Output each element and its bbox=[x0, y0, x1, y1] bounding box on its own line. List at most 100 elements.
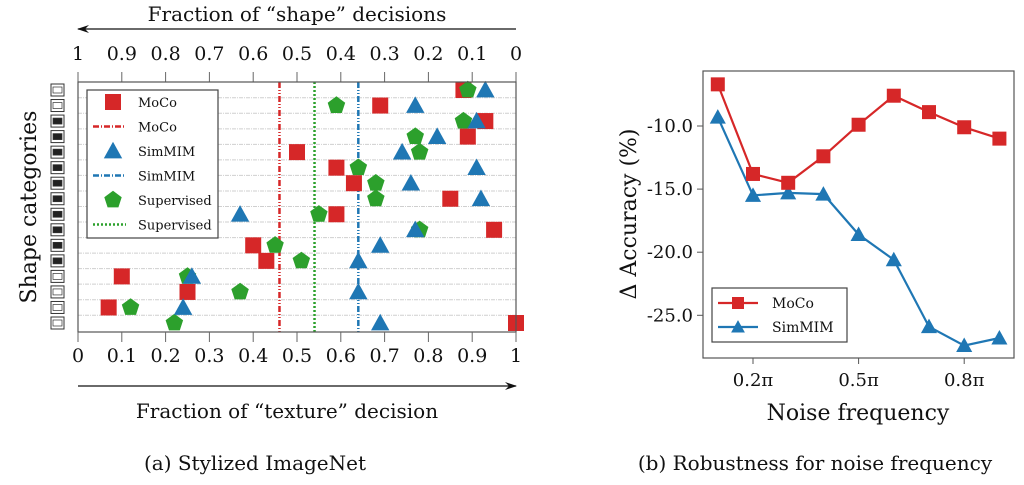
simmim-point bbox=[744, 187, 762, 202]
stylized-imagenet-chart: Fraction of “shape” decisions 1 0.9 0.8 0.7… bbox=[17, 2, 524, 475]
x-tick-label: 0.6 bbox=[326, 345, 356, 367]
x-tick-label: 0.3 bbox=[194, 345, 224, 367]
bird-icon bbox=[50, 223, 65, 237]
x-tick-label: 1 bbox=[510, 345, 522, 367]
left-caption: (a) Stylized ImageNet bbox=[144, 451, 366, 475]
supervised-point bbox=[266, 236, 284, 253]
x-tick-label: 0.5π bbox=[838, 370, 879, 391]
dog-icon bbox=[50, 145, 65, 159]
moco-point bbox=[442, 190, 459, 207]
right-x-axis-title: Noise frequency bbox=[767, 401, 950, 426]
simmim-point bbox=[850, 226, 867, 241]
simmim-point bbox=[392, 142, 412, 160]
icon-glyph bbox=[52, 117, 63, 125]
legend-label: Supervised bbox=[138, 219, 212, 234]
x2-tick-label: 0.7 bbox=[194, 43, 224, 65]
moco-point bbox=[100, 299, 117, 316]
simmim-point bbox=[406, 220, 425, 238]
x-tick-label: 0 bbox=[72, 345, 84, 367]
moco-point bbox=[710, 77, 725, 92]
x2-tick-label: 0.6 bbox=[238, 43, 268, 65]
simmim-point bbox=[467, 111, 486, 129]
simmim-point bbox=[885, 251, 902, 267]
icon-glyph bbox=[52, 288, 63, 296]
x-tick-label: 0.7 bbox=[369, 345, 399, 367]
x2-tick-label: 0.1 bbox=[457, 43, 487, 65]
y-tick-label: -25.0 bbox=[647, 305, 693, 326]
x2-tick-label: 0 bbox=[510, 43, 522, 65]
moco-point bbox=[179, 283, 196, 300]
moco-point bbox=[372, 97, 389, 114]
legend-marker bbox=[732, 297, 744, 309]
simmim-point bbox=[349, 251, 368, 269]
icon-glyph bbox=[52, 226, 63, 234]
y-tick-label: -20.0 bbox=[647, 242, 693, 263]
airplane-icon bbox=[50, 114, 65, 128]
right-caption: (b) Robustness for noise frequency bbox=[638, 451, 993, 475]
supervised-point bbox=[327, 96, 346, 113]
icon-glyph bbox=[52, 319, 63, 327]
icon-glyph bbox=[52, 304, 63, 311]
legend-marker bbox=[104, 190, 122, 208]
y-tick-label: -15.0 bbox=[647, 179, 693, 200]
legend-marker bbox=[731, 320, 745, 333]
icon-glyph bbox=[52, 102, 63, 109]
icon-glyph bbox=[52, 195, 63, 203]
simmim-point bbox=[349, 282, 368, 300]
supervised-point bbox=[349, 158, 368, 176]
truck-icon bbox=[50, 254, 65, 268]
oven-icon bbox=[50, 207, 65, 221]
simmim-point bbox=[467, 158, 486, 176]
keyboard-icon bbox=[50, 161, 65, 175]
x2-tick-label: 0.4 bbox=[326, 43, 356, 65]
simmim-point bbox=[182, 267, 202, 284]
y-tick-label: -10.0 bbox=[647, 116, 693, 137]
x-tick-label: 0.2π bbox=[733, 370, 774, 391]
moco-point bbox=[113, 268, 130, 285]
simmim-point bbox=[371, 236, 390, 253]
right-legend: MoCo SimMIM bbox=[711, 287, 848, 343]
x2-tick-label: 0.8 bbox=[150, 43, 180, 65]
bear-icon bbox=[50, 130, 65, 144]
right-y-axis-title: Δ Accuracy (%) bbox=[617, 128, 642, 299]
simmim-point bbox=[991, 329, 1008, 345]
knife-icon bbox=[50, 99, 65, 113]
left-y-axis-title: Shape categories bbox=[17, 111, 42, 304]
icon-glyph bbox=[52, 164, 63, 172]
simmim-series bbox=[709, 109, 1008, 353]
legend-label: MoCo bbox=[138, 96, 177, 111]
icon-glyph bbox=[52, 257, 63, 265]
moco-point bbox=[957, 120, 972, 135]
moco-point bbox=[992, 131, 1007, 146]
x-tick-label: 0.4 bbox=[238, 345, 268, 367]
moco-point bbox=[459, 128, 476, 145]
icon-glyph bbox=[52, 273, 63, 280]
simmim-point bbox=[427, 127, 447, 144]
x-tick-label: 0.9 bbox=[457, 345, 487, 367]
legend-marker bbox=[105, 94, 121, 110]
chair-icon bbox=[50, 285, 65, 299]
legend-label: SimMIM bbox=[138, 145, 195, 160]
supervised-point bbox=[459, 80, 477, 98]
bicycle-icon bbox=[50, 316, 65, 330]
supervised-point bbox=[292, 251, 311, 269]
supervised-point bbox=[454, 111, 473, 129]
simmim-point bbox=[406, 96, 425, 113]
supervised-point bbox=[410, 142, 429, 160]
simmim-point bbox=[401, 174, 421, 191]
legend-frame bbox=[86, 89, 219, 239]
x2-tick-label: 0.2 bbox=[413, 43, 443, 65]
bottle-icon bbox=[50, 269, 65, 283]
x-tick-label: 0.1 bbox=[107, 345, 137, 367]
icon-glyph bbox=[52, 133, 63, 140]
simmim-point bbox=[471, 189, 491, 207]
icon-glyph bbox=[52, 179, 63, 187]
supervised-point bbox=[165, 313, 184, 331]
legend-label: SimMIM bbox=[138, 170, 195, 185]
legend-label: MoCo bbox=[772, 296, 814, 312]
legend-label: Supervised bbox=[138, 194, 212, 209]
noise-frequency-chart: -10.0 -15.0 -20.0 -25.0 0.2π 0.5π 0.8π Noise … bbox=[617, 70, 1015, 475]
left-legend: MoCo MoCo SimMIM SimMIM Supervised Supervised bbox=[86, 89, 219, 239]
legend-marker bbox=[103, 141, 123, 159]
simmim-point bbox=[230, 205, 250, 222]
